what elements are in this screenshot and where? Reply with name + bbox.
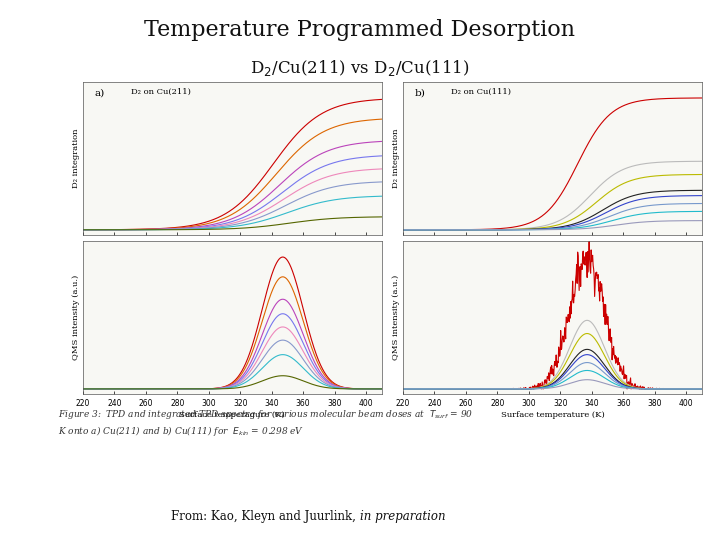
- Y-axis label: D₂ integration: D₂ integration: [72, 129, 80, 188]
- Y-axis label: QMS intensity (a.u.): QMS intensity (a.u.): [392, 275, 400, 360]
- Text: From: Kao, Kleyn and Juurlink,: From: Kao, Kleyn and Juurlink,: [171, 510, 360, 523]
- X-axis label: Surface temperature (K): Surface temperature (K): [500, 411, 604, 419]
- Y-axis label: QMS intensity (a.u.): QMS intensity (a.u.): [72, 275, 80, 360]
- Text: a): a): [95, 88, 105, 97]
- X-axis label: Surface temperagure (K): Surface temperagure (K): [179, 411, 285, 419]
- Text: Temperature Programmed Desorption: Temperature Programmed Desorption: [145, 19, 575, 41]
- Text: D₂ on Cu(111): D₂ on Cu(111): [451, 88, 510, 96]
- Text: Figure 3:  TPD and integrated TPD spectra for various molecular beam doses at  $: Figure 3: TPD and integrated TPD spectra…: [58, 408, 473, 421]
- Text: D₂ on Cu(211): D₂ on Cu(211): [130, 88, 191, 96]
- Text: D$_2$/Cu(211) vs D$_2$/Cu(111): D$_2$/Cu(211) vs D$_2$/Cu(111): [251, 58, 469, 78]
- Text: K onto a) Cu(211) and b) Cu(111) for  $E_{kin}$ = 0.298 eV: K onto a) Cu(211) and b) Cu(111) for $E_…: [58, 424, 304, 438]
- Text: b): b): [415, 88, 426, 97]
- Text: in preparation: in preparation: [360, 510, 446, 523]
- Y-axis label: D₂ integration: D₂ integration: [392, 129, 400, 188]
